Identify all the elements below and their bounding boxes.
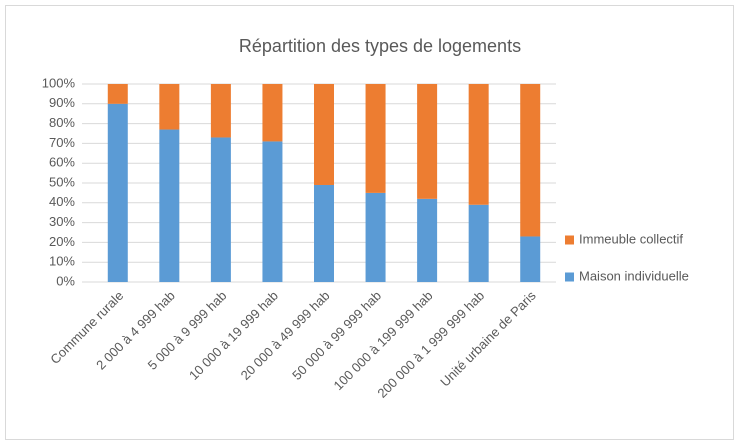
- y-tick-label: 70%: [49, 135, 75, 150]
- y-tick-label: 40%: [49, 194, 75, 209]
- legend-label: Maison individuelle: [579, 268, 689, 283]
- y-tick-label: 0%: [56, 273, 75, 288]
- y-tick-label: 100%: [42, 75, 76, 90]
- bar-segment: [417, 84, 438, 199]
- legend-swatch: [565, 235, 574, 245]
- bar-segment: [314, 84, 334, 185]
- bar-segment: [159, 129, 180, 282]
- bar-segment: [210, 137, 231, 282]
- bar-segment: [520, 236, 541, 282]
- bar-segment: [314, 184, 334, 282]
- bar-segment: [159, 84, 180, 130]
- chart-title: Répartition des types de logements: [239, 36, 521, 56]
- bar-segment: [417, 198, 438, 282]
- legend-label: Immeuble collectif: [579, 231, 683, 246]
- y-tick-label: 10%: [49, 254, 75, 269]
- bar-segment: [365, 84, 386, 193]
- bar-segment: [107, 84, 128, 104]
- bar-segment: [107, 103, 128, 282]
- y-tick-label: 20%: [49, 234, 75, 249]
- bar-segment: [520, 84, 541, 237]
- y-tick-label: 50%: [49, 174, 75, 189]
- bar-segment: [468, 204, 489, 282]
- legend-swatch: [565, 272, 574, 282]
- y-tick-label: 60%: [49, 155, 75, 170]
- bar-segment: [210, 84, 231, 138]
- y-tick-label: 90%: [49, 95, 75, 110]
- y-tick-label: 80%: [49, 115, 75, 130]
- bar-segment: [262, 84, 283, 142]
- y-tick-label: 30%: [49, 214, 75, 229]
- bar-segment: [262, 141, 283, 282]
- bar-segment: [365, 192, 386, 282]
- bar-segment: [468, 84, 489, 205]
